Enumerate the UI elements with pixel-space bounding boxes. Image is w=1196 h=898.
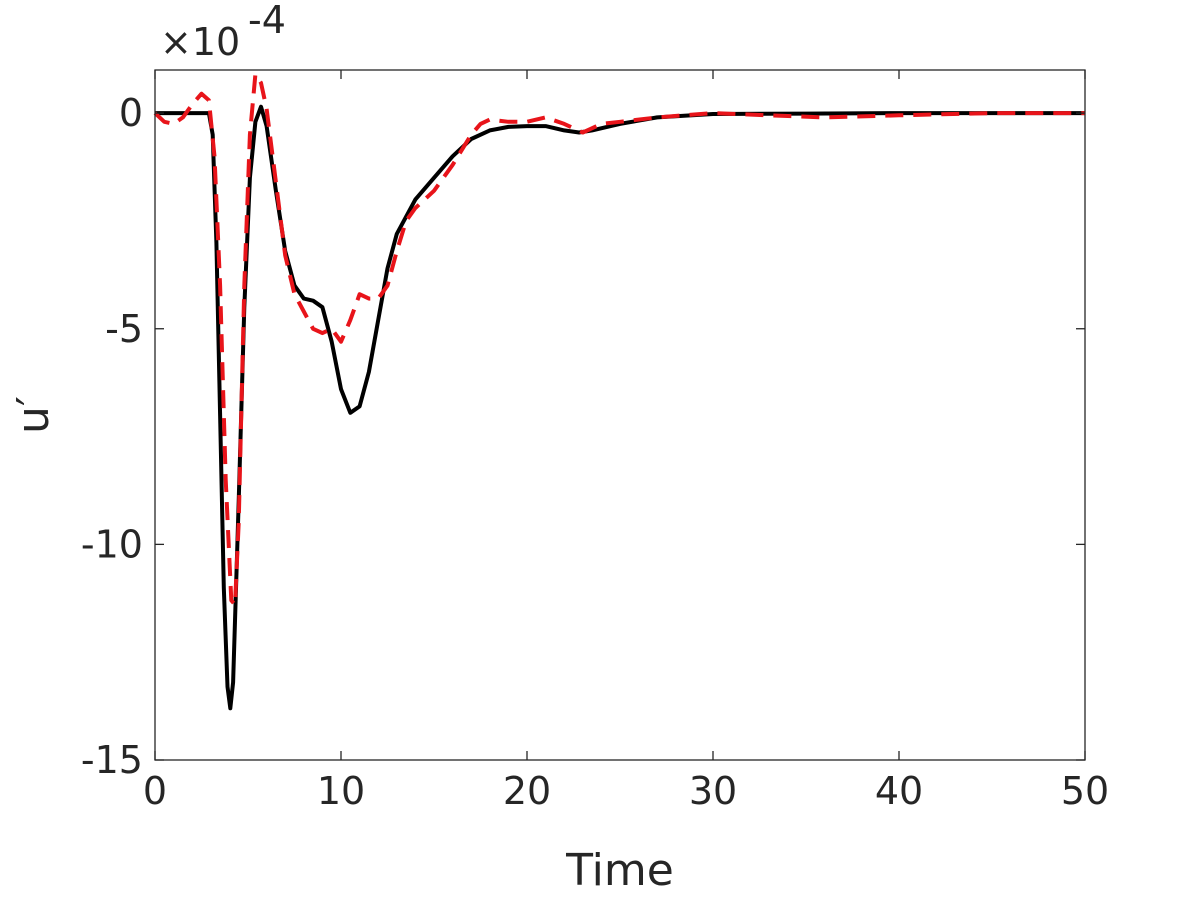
x-tick-label: 30	[689, 769, 737, 813]
y-tick-label: 0	[119, 91, 143, 135]
label-layer: 0 10 20 30 40 50 0 -5 -10 -15	[81, 91, 1109, 813]
x-axis-title: Time	[565, 845, 674, 896]
y-exponent-times: ×10	[160, 20, 240, 64]
x-tick-label: 50	[1061, 769, 1109, 813]
x-tick-label: 20	[503, 769, 551, 813]
y-tick-label: -10	[81, 522, 143, 566]
y-tick-label: -5	[105, 307, 143, 351]
y-exponent-power: -4	[248, 0, 286, 42]
tick-layer	[154, 70, 1086, 761]
y-axis-title: u′	[8, 396, 59, 434]
plot-background	[155, 70, 1085, 760]
plot-frame	[154, 69, 1086, 761]
x-tick-label: 0	[143, 769, 167, 813]
x-tick-label: 10	[317, 769, 365, 813]
y-tick-label: -15	[81, 738, 143, 782]
series-line-2	[153, 72, 1085, 607]
series-layer	[153, 72, 1085, 711]
x-tick-label: 40	[875, 769, 923, 813]
